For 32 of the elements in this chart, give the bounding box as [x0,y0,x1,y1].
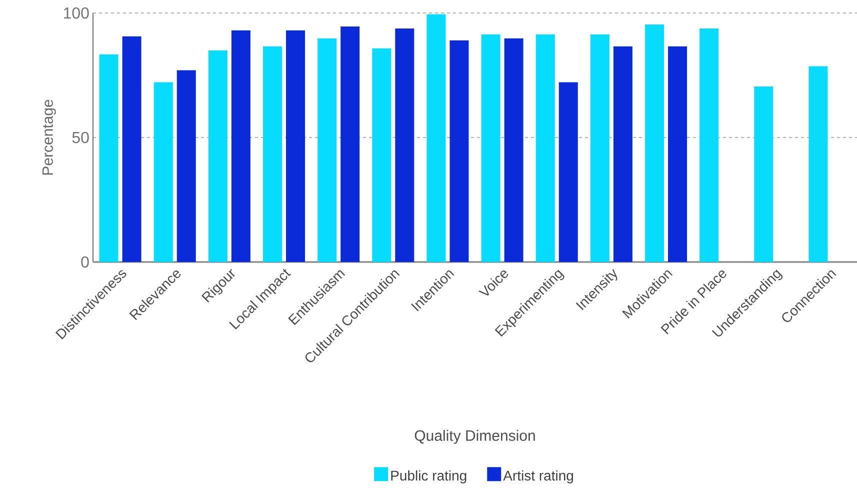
bar [99,54,118,262]
bar [590,34,610,262]
bar [668,46,688,262]
bar [754,86,774,262]
y-tick-label: 100 [64,7,89,19]
bar [372,48,392,262]
bar [450,40,469,262]
y-tick-label: 50 [72,132,89,144]
bar [426,14,446,262]
bar [286,30,306,262]
x-axis-title: Quality Dimension [414,430,535,444]
bar [208,50,228,262]
bar [504,38,524,262]
bar [481,34,500,262]
bar [536,34,555,262]
bar [318,38,337,262]
bar [122,36,142,262]
bar [231,30,250,262]
legend-label: Artist rating [503,470,574,484]
y-axis-title: Percentage [42,100,56,175]
bar [176,70,196,262]
legend-label: Public rating [391,470,466,484]
bar [340,26,360,262]
bar [645,24,664,262]
bar [808,66,828,262]
bar [558,82,578,262]
y-tick-label: 0 [81,256,89,268]
bar [613,46,632,262]
bar [154,82,173,262]
bar [395,28,414,262]
bar [263,46,282,262]
bar [700,28,719,262]
